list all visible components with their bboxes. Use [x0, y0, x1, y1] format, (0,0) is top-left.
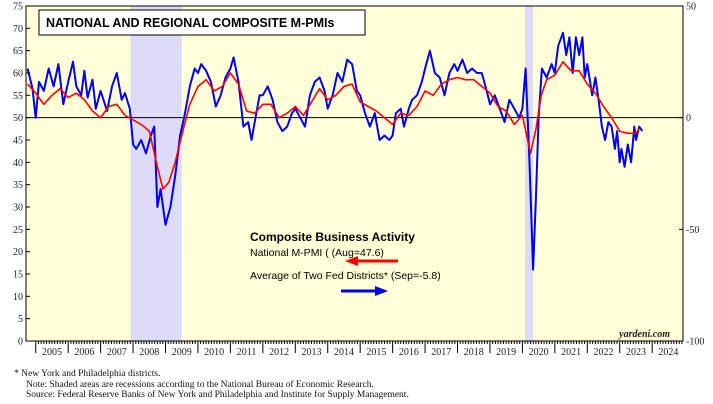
- series-lines: [26, 31, 644, 271]
- left-tick-label: 15: [13, 270, 23, 281]
- x-tick-label: 2013: [302, 347, 322, 358]
- left-tick-label: 5: [18, 314, 23, 325]
- x-tick-label: 2017: [431, 347, 451, 358]
- right-tick-label: -50: [686, 225, 699, 236]
- legend: Composite Business Activity National M-P…: [250, 230, 441, 296]
- left-tick-label: 55: [13, 91, 23, 102]
- left-tick-label: 10: [13, 292, 23, 303]
- legend-regional-arrow: [341, 286, 388, 296]
- left-tick-label: 45: [13, 136, 23, 147]
- x-tick-label: 2024: [658, 347, 678, 358]
- legend-national-label: National M-PMI ( (Aug=47.6): [250, 247, 384, 259]
- x-tick-label: 2011: [237, 347, 257, 358]
- chart-title-box: NATIONAL AND REGIONAL COMPOSITE M-PMIs: [38, 9, 366, 36]
- left-tick-label: 60: [13, 69, 23, 80]
- footnotes: * New York and Philadelphia districts. N…: [14, 369, 409, 401]
- right-tick-label: -100: [686, 337, 704, 348]
- x-tick-label: 2009: [172, 347, 192, 358]
- x-tick-label: 2010: [204, 347, 224, 358]
- x-tick-label: 2007: [107, 347, 127, 358]
- left-tick-label: 0: [18, 337, 23, 348]
- x-tick-label: 2019: [496, 347, 516, 358]
- left-tick-label: 20: [13, 247, 23, 258]
- left-tick-label: 30: [13, 203, 23, 214]
- legend-regional-label: Average of Two Fed Districts* (Sep=-5.8): [250, 270, 441, 282]
- footnote-source: Source: Federal Reserve Banks of New Yor…: [26, 390, 409, 400]
- left-tick-label: 75: [13, 2, 23, 13]
- x-tick-label: 2008: [139, 347, 159, 358]
- x-tick-label: 2015: [366, 347, 386, 358]
- fed-districts-line: [26, 31, 644, 271]
- left-tick-label: 65: [13, 46, 23, 57]
- footnote-recession-note: Note: Shaded areas are recessions accord…: [26, 379, 374, 390]
- right-tick-label: 50: [686, 2, 696, 13]
- x-tick-label: 2023: [626, 347, 646, 358]
- x-tick-label: 2018: [464, 347, 484, 358]
- x-axis: 2005 2006 2007 2008 2009 2010 2011 2012 2013 2014…: [35, 341, 683, 358]
- chart-title: NATIONAL AND REGIONAL COMPOSITE M-PMIs: [46, 16, 334, 30]
- chart: 0 5 10 15 20 25 30 35 40 45 50 55 60 65 70 75 -100 -50 0 5…: [13, 2, 704, 359]
- left-tick-label: 25: [13, 225, 23, 236]
- x-tick-label: 2021: [561, 347, 581, 358]
- legend-title: Composite Business Activity: [250, 230, 415, 244]
- x-tick-label: 2014: [334, 347, 354, 358]
- x-tick-label: 2012: [269, 347, 289, 358]
- x-tick-label: 2006: [74, 347, 94, 358]
- x-tick-label: 2005: [42, 347, 62, 358]
- x-tick-label: 2022: [594, 347, 614, 358]
- right-tick-label: 0: [686, 113, 691, 124]
- left-axis: 0 5 10 15 20 25 30 35 40 45 50 55 60 65 70 75: [13, 2, 30, 348]
- left-tick-label: 50: [13, 113, 23, 124]
- national-pmi-line: [27, 60, 640, 190]
- footnote-districts: * New York and Philadelphia districts.: [14, 369, 161, 379]
- left-tick-label: 70: [13, 24, 23, 35]
- credit-label: yardeni.com: [618, 329, 670, 340]
- x-tick-label: 2016: [399, 347, 419, 358]
- x-tick-label: 2020: [529, 347, 549, 358]
- left-tick-label: 35: [13, 180, 23, 191]
- legend-national-arrow: [345, 256, 398, 266]
- left-tick-label: 40: [13, 158, 23, 169]
